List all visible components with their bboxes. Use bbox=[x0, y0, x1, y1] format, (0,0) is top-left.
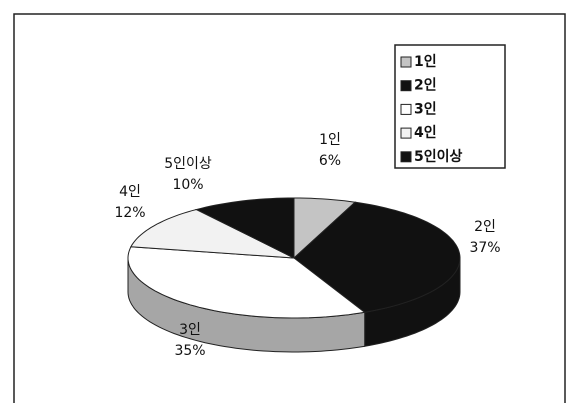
legend-label: 5인이상 bbox=[414, 148, 463, 165]
legend-label: 3인 bbox=[414, 100, 437, 117]
data-label-name: 5인이상 bbox=[164, 156, 212, 172]
data-label-name: 3인 bbox=[179, 322, 201, 338]
legend-box bbox=[394, 44, 506, 169]
data-label-value: 35% bbox=[174, 343, 205, 359]
slice bbox=[130, 208, 295, 259]
data-label-name: 4인 bbox=[119, 184, 141, 200]
data-label-value: 10% bbox=[172, 177, 203, 193]
legend-label: 2인 bbox=[414, 77, 437, 94]
legend-swatch bbox=[400, 80, 412, 92]
slice bbox=[293, 201, 461, 313]
pie bbox=[127, 197, 461, 353]
legend-label: 4인 bbox=[414, 124, 437, 141]
data-label-value: 37% bbox=[469, 240, 500, 256]
data-label-name: 2인 bbox=[474, 219, 496, 235]
data-label-value: 6% bbox=[319, 153, 341, 169]
slice bbox=[194, 197, 295, 259]
slice bbox=[293, 197, 357, 260]
legend-label: 1인 bbox=[414, 53, 437, 70]
legend-swatch bbox=[400, 103, 412, 115]
legend-swatch bbox=[400, 151, 412, 163]
legend-swatch bbox=[400, 127, 412, 139]
data-label-name: 1인 bbox=[319, 132, 341, 148]
slice bbox=[127, 246, 366, 319]
data-label-value: 12% bbox=[114, 205, 145, 221]
legend-swatch bbox=[400, 56, 412, 68]
